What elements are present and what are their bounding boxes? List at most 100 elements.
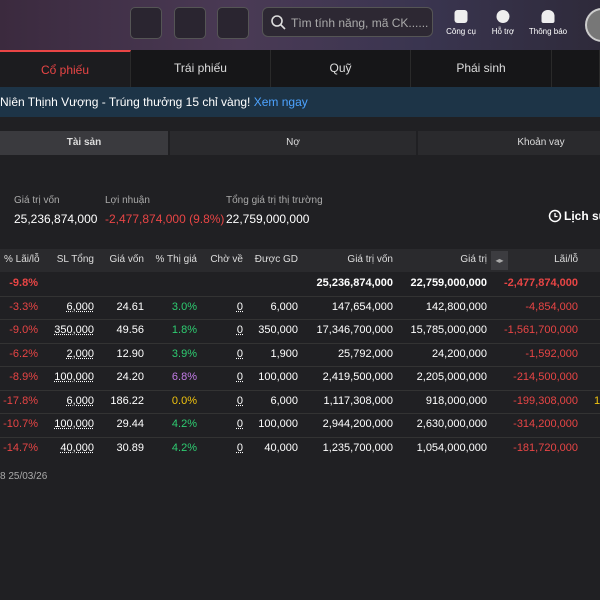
header-cell: Giá trị vốn — [347, 254, 393, 265]
row-divider — [0, 366, 600, 367]
table-cell: -314,200,000 — [513, 418, 578, 430]
row-divider — [0, 436, 600, 438]
table-cell: 147,654,000 — [331, 300, 393, 313]
table-cell: 1,054,000,000 — [416, 441, 487, 454]
table-cell: 25,792,000 — [337, 347, 393, 360]
column-toggle[interactable]: ◂▸ — [491, 251, 508, 270]
row-divider — [0, 413, 600, 414]
table-cell: 0 — [236, 347, 243, 360]
table-cell: 24.20 — [116, 371, 144, 383]
table-cell: -9.0% — [9, 324, 38, 336]
header-cell: SL Tổng — [56, 254, 94, 265]
table-cell: 24.61 — [116, 300, 144, 313]
table-cell: -8.9% — [9, 371, 38, 383]
table-cell: 2,205,000,000 — [416, 371, 487, 383]
row-divider — [0, 342, 600, 344]
summary-value: 22,759,000,000 — [226, 212, 310, 226]
table-cell: 6,000 — [66, 300, 94, 313]
table-cell: 4.2% — [171, 418, 197, 430]
search-box[interactable]: Tìm tính năng, mã CK...... — [262, 7, 433, 37]
table-cell: 40,000 — [264, 441, 298, 454]
table-cell: 0 — [236, 324, 243, 336]
avatar[interactable] — [585, 8, 600, 42]
table-cell: 0 — [236, 300, 243, 313]
table-cell: 4.2% — [171, 441, 197, 454]
tool-label[interactable]: Thông báo — [528, 27, 568, 36]
history-button[interactable]: Lịch sử — [564, 209, 600, 223]
table-cell: 6,000 — [66, 394, 94, 407]
subtab[interactable]: Nợ — [170, 131, 416, 155]
table-cell: 350,000 — [258, 324, 298, 336]
table-cell: 49.56 — [116, 324, 144, 336]
header-cell: Được GD — [254, 254, 298, 265]
banner-link[interactable]: Xem ngay — [253, 95, 308, 109]
table-cell: 3.9% — [171, 347, 197, 360]
table-cell: 17,346,700,000 — [316, 324, 393, 336]
total-cell: 25,236,874,000 — [316, 277, 393, 289]
table-cell: 29.44 — [116, 418, 144, 430]
table-cell: 1.8% — [171, 324, 197, 336]
tab[interactable]: Cổ phiếu — [0, 50, 131, 87]
table-cell: -214,500,000 — [513, 371, 578, 383]
tab[interactable]: Quỹ — [271, 50, 411, 87]
tab[interactable]: Phái sinh — [411, 50, 552, 87]
total-cell: 22,759,000,000 — [410, 277, 487, 289]
header-cell: Lãi/lỗ — [554, 254, 578, 265]
holdings-table: ◂▸ % Lãi/lỗ SL Tổng Giá vốn % Thị giá Chờ về… — [0, 249, 600, 459]
summary-value: -2,477,874,000 (9.8%) — [105, 212, 225, 226]
summary-label: Tổng giá trị thị trường — [226, 195, 323, 206]
promo-banner: Niên Thịnh Vượng - Trúng thưởng 15 chỉ v… — [0, 87, 600, 117]
tab[interactable] — [552, 50, 600, 87]
table-cell: 0 — [236, 441, 243, 454]
tool-label[interactable]: Công cụ — [446, 27, 476, 36]
row-divider — [0, 319, 600, 320]
table-cell: 0 — [236, 371, 243, 383]
row-divider — [0, 295, 600, 297]
icon-button[interactable] — [174, 7, 206, 39]
icon-button[interactable] — [217, 7, 249, 39]
header-cell: Chờ về — [210, 254, 243, 265]
clock-icon — [548, 209, 562, 223]
banner-text: Niên Thịnh Vượng - Trúng thưởng 15 chỉ v… — [0, 95, 251, 109]
table-cell: -199,308,000 — [513, 394, 578, 407]
table-cell: 0 — [236, 394, 243, 407]
table-cell: 0 — [236, 418, 243, 430]
table-cell: 2,419,500,000 — [322, 371, 393, 383]
header-cell: Giá vốn — [109, 254, 144, 265]
table-cell: -1,561,700,000 — [503, 324, 578, 336]
table-cell: 1,900 — [270, 347, 298, 360]
table-cell: 2,630,000,000 — [416, 418, 487, 430]
table-cell: 6,000 — [270, 300, 298, 313]
subtab[interactable]: Khoản vay — [418, 131, 600, 155]
search-icon — [271, 15, 286, 30]
icon-button[interactable] — [130, 7, 162, 39]
header-cell: % Thị giá — [155, 254, 197, 265]
subtab[interactable]: Tài sản — [0, 131, 168, 155]
tool-icon[interactable] — [454, 10, 468, 23]
table-cell: 3.0% — [171, 300, 197, 313]
tab[interactable]: Trái phiếu — [131, 50, 271, 87]
summary-label: Giá trị vốn — [14, 195, 60, 206]
header-cell: % Lãi/lỗ — [4, 254, 40, 265]
table-cell: 2,000 — [66, 347, 94, 360]
total-cell: -2,477,874,000 — [503, 277, 578, 289]
tool-icon[interactable] — [541, 10, 555, 23]
table-cell: 2,944,200,000 — [322, 418, 393, 430]
table-cell: 40,000 — [60, 441, 94, 454]
table-cell: 15,785,000,000 — [410, 324, 487, 336]
tab-bar: Cổ phiếu Trái phiếu Quỹ Phái sinh — [0, 50, 600, 87]
table-cell: -10.7% — [3, 418, 38, 430]
top-bar: Tìm tính năng, mã CK...... Công cụ Hỗ tr… — [0, 0, 600, 50]
table-cell: 0.0% — [171, 394, 197, 407]
tool-icon[interactable] — [496, 10, 510, 23]
table-cell: 1 — [594, 394, 600, 407]
total-cell: -9.8% — [9, 277, 38, 289]
table-cell: 186.22 — [110, 394, 144, 407]
summary-label: Lợi nhuận — [105, 195, 150, 206]
tool-label[interactable]: Hỗ trợ — [491, 27, 515, 36]
table-cell: -181,720,000 — [513, 441, 578, 454]
table-cell: 350,000 — [54, 324, 94, 336]
table-cell: 100,000 — [54, 371, 94, 383]
table-cell: 100,000 — [258, 371, 298, 383]
table-cell: 6.8% — [171, 371, 197, 383]
